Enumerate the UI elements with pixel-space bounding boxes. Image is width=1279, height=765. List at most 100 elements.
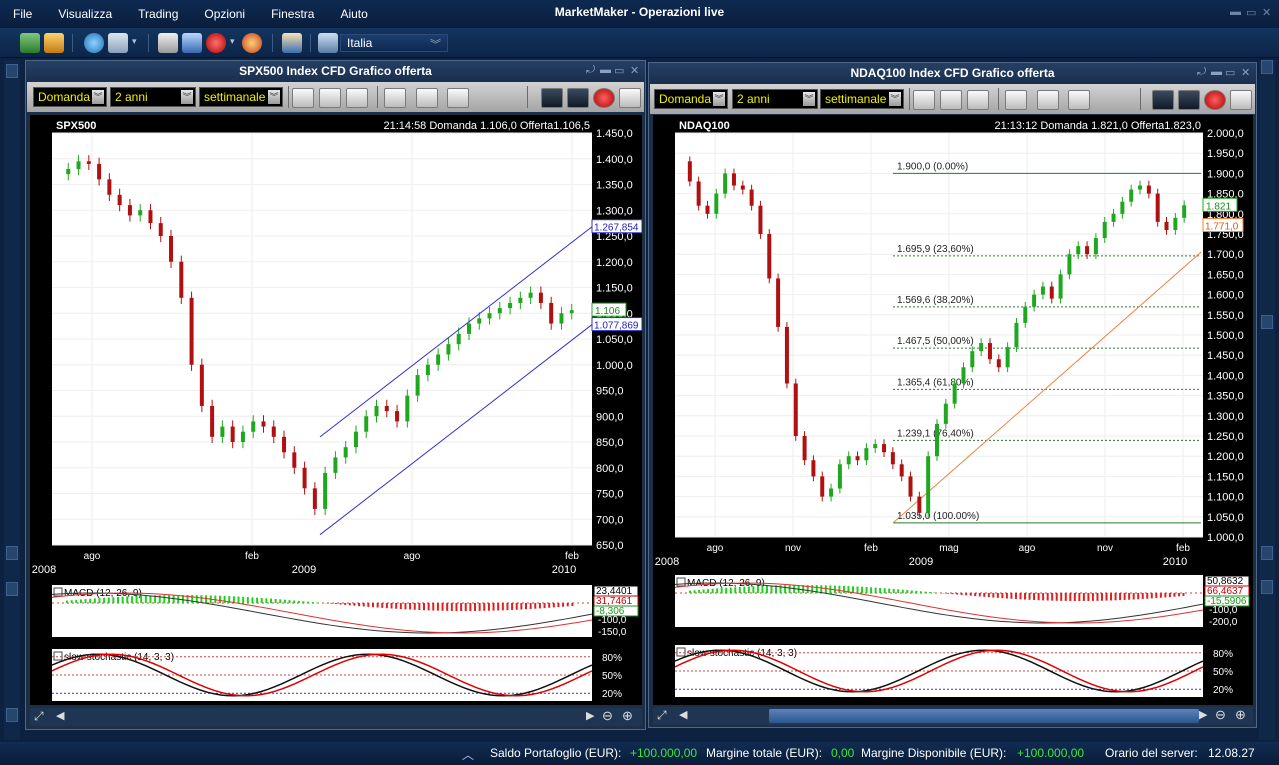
period-select[interactable]: 2 anni ︾ — [110, 87, 196, 107]
indicator-icon[interactable] — [1178, 90, 1200, 110]
price-type-select[interactable]: Domanda ︾ — [33, 87, 107, 107]
candle-body — [528, 292, 533, 298]
minimize-icon[interactable]: ▬ — [1230, 6, 1241, 18]
chart-scrollbar[interactable]: ⤢ ◀ ▶ ⊖ ⊕ — [30, 708, 642, 726]
indicator-icon[interactable] — [567, 88, 589, 108]
grid-icon[interactable] — [108, 33, 128, 53]
list-icon[interactable] — [619, 88, 641, 108]
chart-type-icon[interactable] — [1037, 90, 1059, 110]
scroll-left-icon[interactable]: ◀ — [56, 710, 65, 722]
close-icon[interactable]: ✕ — [630, 65, 640, 77]
macd-hist-bar — [693, 590, 696, 593]
menu-visualizza[interactable]: Visualizza — [58, 7, 113, 21]
chart-scrollbar[interactable]: ⤢ ◀ ▶ ⊖ ⊕ — [653, 707, 1253, 725]
fit-icon[interactable]: ⤢ — [657, 708, 667, 722]
list-icon[interactable] — [1230, 90, 1252, 110]
restore-icon[interactable]: ⤾ — [1197, 66, 1207, 78]
market-select[interactable]: Italia — [340, 34, 448, 52]
rail-grip-icon[interactable] — [1261, 315, 1273, 329]
news-icon[interactable] — [158, 33, 178, 53]
minimize-icon[interactable]: ▬ — [600, 64, 611, 76]
pin-icon[interactable] — [940, 90, 962, 110]
macd-hist-bar — [1014, 593, 1017, 600]
alert-bell-icon[interactable] — [593, 88, 615, 108]
zoom-out-icon[interactable]: ⊖ — [602, 708, 613, 723]
scroll-left-icon[interactable]: ◀ — [679, 709, 688, 721]
table-icon[interactable] — [447, 88, 469, 108]
scroll-right-icon[interactable]: ▶ — [1199, 709, 1208, 721]
rail-up-icon[interactable] — [1261, 60, 1273, 74]
interval-select[interactable]: settimanale ︾ — [820, 89, 904, 109]
rail-scroll-icon[interactable] — [6, 708, 18, 722]
menu-file[interactable]: File — [13, 7, 33, 21]
scroll-thumb[interactable] — [769, 709, 1199, 723]
y-tick-label: 1.150,0 — [1207, 471, 1244, 483]
bug-icon[interactable] — [242, 33, 262, 53]
alert-bell-icon[interactable] — [1204, 90, 1226, 110]
globe-icon[interactable] — [84, 33, 104, 53]
chart-type-icon[interactable] — [416, 88, 438, 108]
restore-icon[interactable]: ⤾ — [586, 64, 596, 76]
market-icon[interactable] — [318, 33, 338, 53]
macd-hist-bar — [251, 597, 254, 603]
dropdown-arrow-icon[interactable]: ▾ — [230, 36, 235, 46]
macd-hist-bar — [1141, 593, 1144, 599]
minimize-icon[interactable]: ▬ — [1211, 66, 1222, 78]
rail-collapse-icon[interactable] — [1261, 546, 1273, 560]
chart-canvas[interactable]: NDAQ100 21:13:12 Domanda 1.821,0 Offerta1… — [653, 115, 1253, 705]
print-chart-icon[interactable] — [1005, 90, 1027, 110]
dropdown-arrow-icon[interactable]: ▾ — [132, 36, 137, 46]
chart-canvas[interactable]: SPX500 21:14:58 Domanda 1.106,0 Offerta1.… — [30, 115, 643, 705]
price-chart-svg[interactable]: NDAQ100 21:13:12 Domanda 1.821,0 Offerta1… — [653, 115, 1253, 705]
pin-icon[interactable] — [319, 88, 341, 108]
rail-expand-icon[interactable] — [6, 582, 18, 596]
fit-icon[interactable]: ⤢ — [34, 709, 44, 723]
period-select[interactable]: 2 anni ︾ — [732, 89, 818, 109]
tools-icon[interactable] — [967, 90, 989, 110]
chevron-down-icon[interactable]: ︾ — [430, 39, 441, 51]
layout-icon[interactable] — [1152, 90, 1174, 110]
users-icon[interactable] — [282, 33, 302, 53]
macd-hist-bar — [478, 603, 481, 611]
print-icon[interactable] — [44, 33, 64, 53]
maximize-icon[interactable]: ▭ — [1246, 7, 1257, 19]
macd-hist-bar — [1024, 593, 1027, 600]
scroll-right-icon[interactable]: ▶ — [586, 710, 595, 722]
price-tag-channel-bottom-label: 1.077,869 — [594, 321, 639, 332]
macd-value-tag — [593, 605, 639, 617]
layout-icon[interactable] — [541, 88, 563, 108]
candle-body — [882, 444, 887, 453]
zoom-in-icon[interactable]: ⊕ — [622, 708, 633, 723]
tree-icon[interactable] — [20, 33, 40, 53]
macd-hist-bar — [1182, 593, 1185, 596]
candle-body — [230, 426, 235, 442]
menu-opzioni[interactable]: Opzioni — [204, 7, 246, 21]
zoom-out-icon[interactable]: ⊖ — [1215, 707, 1226, 722]
y-tick-label: 1.400,0 — [596, 154, 633, 166]
calculator-icon[interactable] — [182, 33, 202, 53]
price-chart-svg[interactable]: SPX500 21:14:58 Domanda 1.106,0 Offerta1.… — [30, 115, 643, 705]
tools-icon[interactable] — [346, 88, 368, 108]
rail-expand-icon[interactable] — [1261, 580, 1273, 594]
price-type-select[interactable]: Domanda ︾ — [654, 89, 728, 109]
menu-trading[interactable]: Trading — [138, 7, 179, 21]
alarm-bell-icon[interactable] — [206, 33, 226, 53]
macd-hist-bar — [824, 585, 827, 593]
rail-grip-icon[interactable] — [6, 64, 18, 78]
draw-line-icon[interactable] — [913, 90, 935, 110]
print-chart-icon[interactable] — [384, 88, 406, 108]
expand-up-icon[interactable]: ︿ — [462, 748, 475, 762]
close-icon[interactable]: ✕ — [1241, 67, 1251, 79]
rail-collapse-icon[interactable] — [6, 546, 18, 560]
zoom-in-icon[interactable]: ⊕ — [1235, 707, 1246, 722]
candle-body — [820, 476, 825, 497]
close-icon[interactable]: ✕ — [1262, 7, 1272, 19]
table-icon[interactable] — [1068, 90, 1090, 110]
menu-finestra[interactable]: Finestra — [271, 7, 315, 21]
menu-aiuto[interactable]: Aiuto — [340, 7, 368, 21]
interval-select[interactable]: settimanale ︾ — [199, 87, 283, 107]
maximize-icon[interactable]: ▭ — [1225, 67, 1236, 79]
candle-body — [1085, 246, 1090, 255]
draw-line-icon[interactable] — [292, 88, 314, 108]
maximize-icon[interactable]: ▭ — [614, 65, 625, 77]
